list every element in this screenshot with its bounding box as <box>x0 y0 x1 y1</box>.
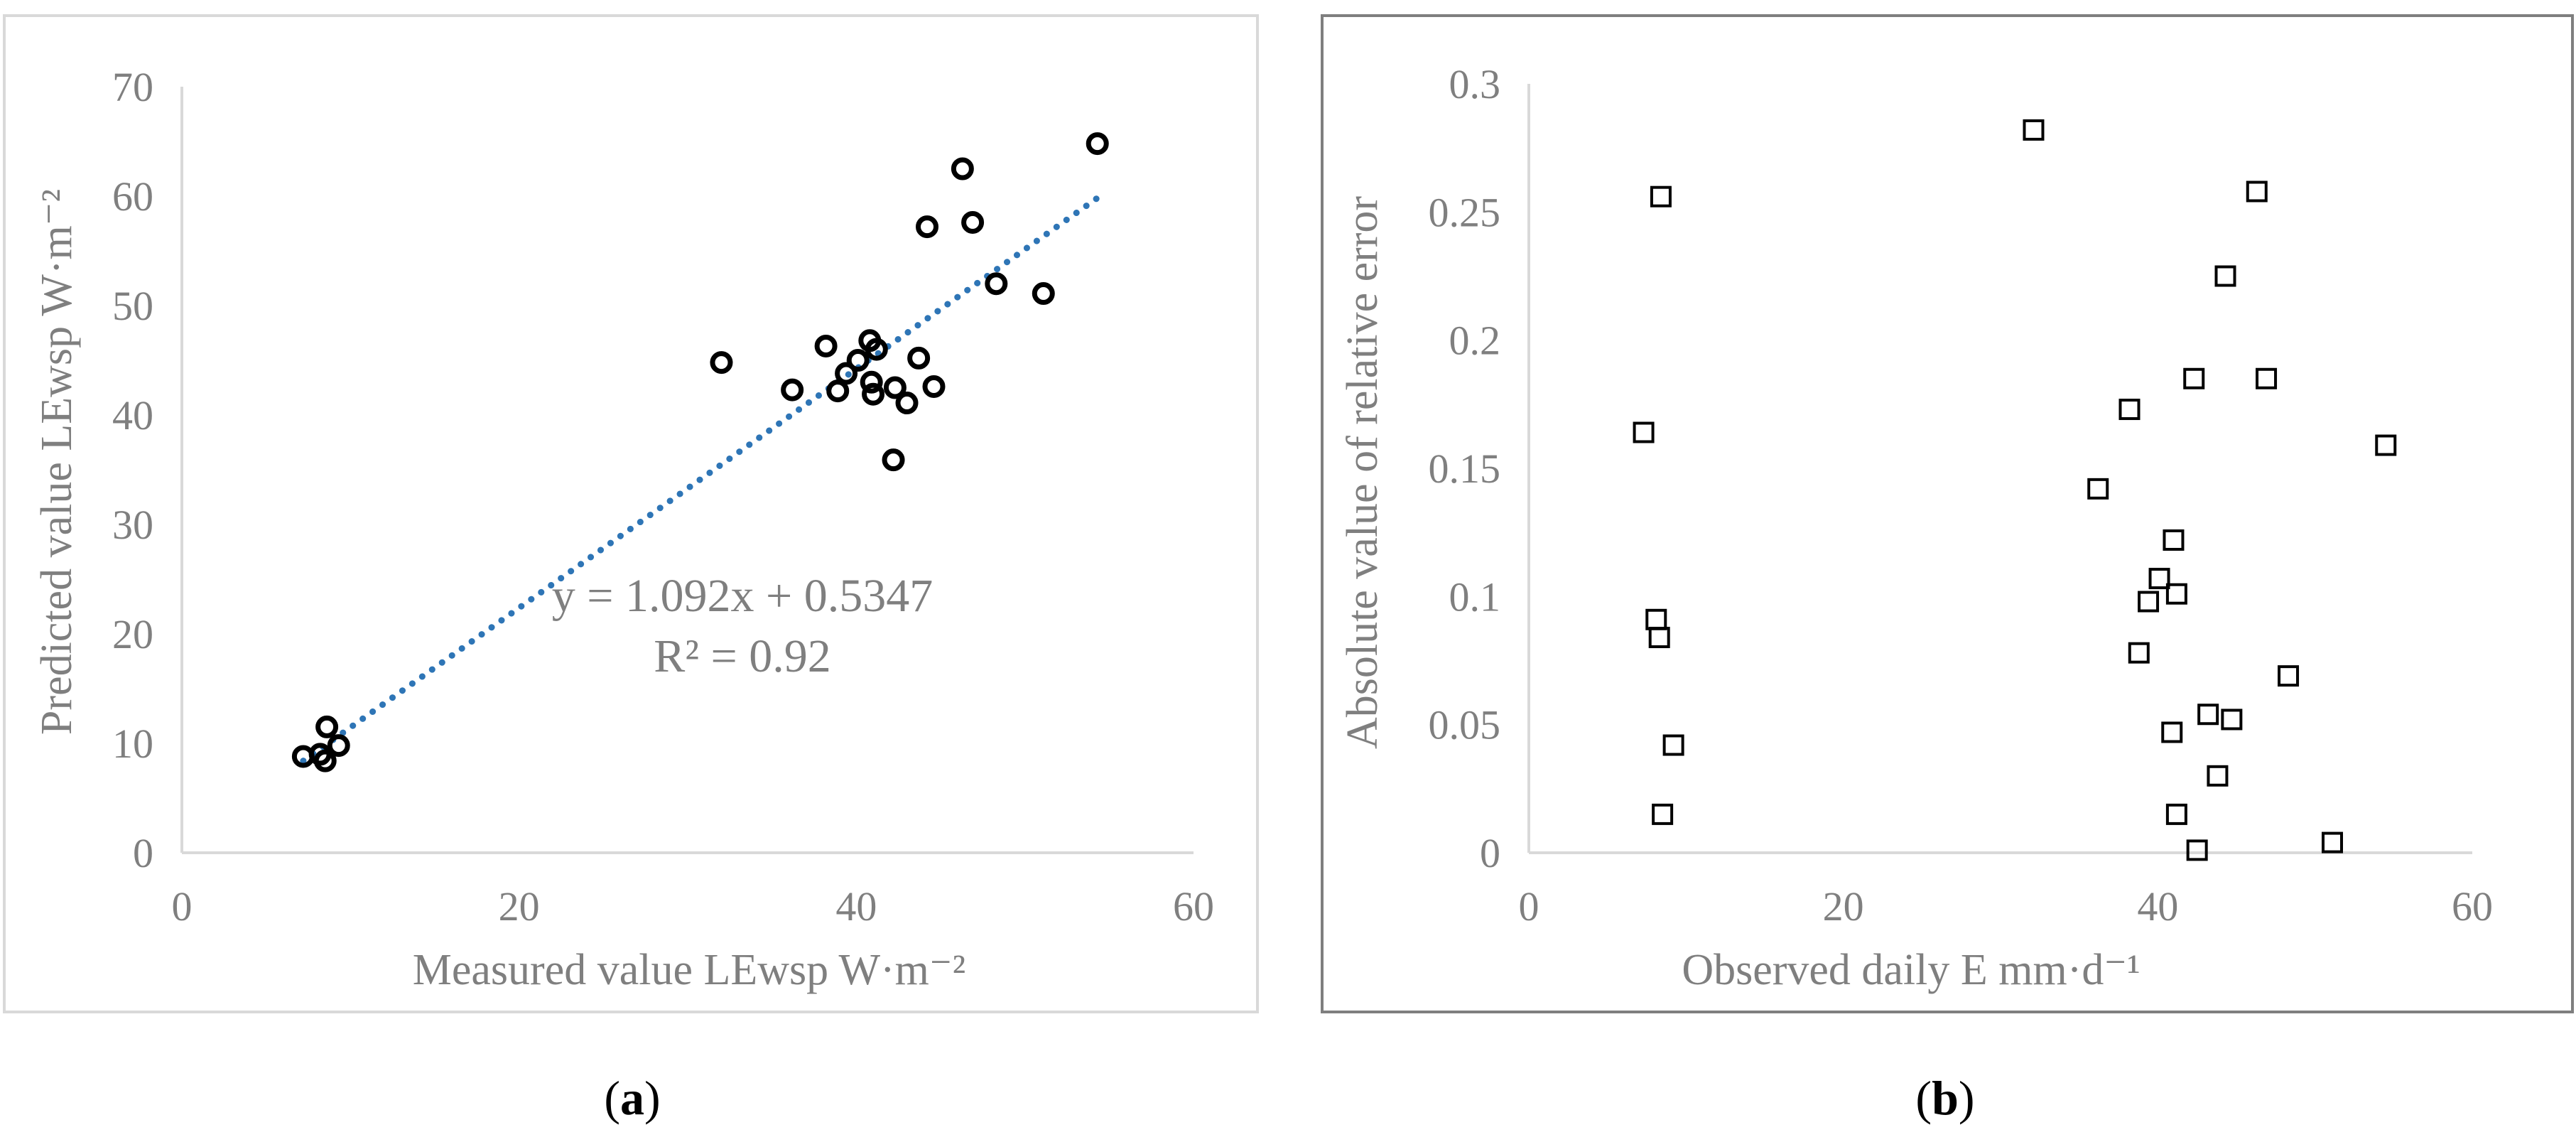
panel-a-data-point <box>846 349 870 372</box>
panel-b-data-point <box>1652 803 1674 825</box>
panel-a-data-point <box>327 734 350 758</box>
panel-b-x-tick-label: 0 <box>1519 883 1539 930</box>
panel-b-data-point <box>1662 734 1684 756</box>
panel-a-trendline <box>300 192 1104 765</box>
panel-a-data-point <box>835 362 858 385</box>
panel-b-data-point <box>2183 367 2205 389</box>
panel-b-x-axis-label: Observed daily E mm·d⁻¹ <box>1682 946 2140 994</box>
panel-a-data-point <box>916 215 939 239</box>
panel-a-y-tick-label: 0 <box>133 830 153 876</box>
panel-b-y-tick-label: 0.1 <box>1449 573 1501 620</box>
panel-a-y-tick-label: 50 <box>112 283 153 329</box>
panel-a-data-point <box>883 376 907 399</box>
panel-b-data-point <box>2186 839 2208 861</box>
panel-a-chart: 0 20 40 60 0 10 20 30 40 50 60 70 Measured value LE… <box>3 14 1259 1013</box>
panel-b-data-point <box>2322 831 2344 853</box>
panel-b-data-point <box>2375 434 2397 456</box>
panel-b-x-tick-label: 60 <box>2452 883 2493 930</box>
panel-a-data-point <box>961 210 985 234</box>
panel-b-data-point <box>2148 568 2170 590</box>
panel-b-y-tick-label: 0.05 <box>1429 702 1501 748</box>
panel-a-trendline-line <box>300 192 1104 765</box>
panel-b-y-tick-label: 0 <box>1480 830 1500 876</box>
panel-a-y-tick-label: 70 <box>112 64 153 110</box>
panel-a-data-point <box>907 346 931 370</box>
panel-a-data-point <box>862 382 885 406</box>
panel-a-y-tick-label: 60 <box>112 173 153 220</box>
panel-a-data-point <box>882 448 905 472</box>
panel-b-data-point <box>2278 665 2300 687</box>
panel-b-data-point <box>2165 583 2187 605</box>
panel-a-border <box>3 14 1259 1013</box>
panel-a-data-point <box>781 378 804 402</box>
panel-a-y-tick-label: 40 <box>112 392 153 438</box>
panel-b-y-tick-label: 0.15 <box>1429 446 1501 492</box>
panel-a-data-point <box>1086 132 1109 156</box>
panel-a-data-point <box>860 370 883 394</box>
caption-b: (b) <box>1915 1071 1974 1125</box>
panel-b-points <box>1633 119 2397 861</box>
panel-b-axes <box>1527 84 2472 854</box>
caption-a: (a) <box>604 1071 660 1125</box>
panel-a-data-point <box>922 375 946 398</box>
panel-b-data-point <box>2163 529 2185 551</box>
panel-b-y-tick-label: 0.25 <box>1429 189 1501 235</box>
panel-a-y-tick-label: 10 <box>112 721 153 767</box>
panel-a-data-point <box>1032 282 1055 306</box>
panel-a-x-axis-label: Measured value LEwsp W·m⁻² <box>413 946 965 994</box>
panel-b-chart: 0 20 40 60 0 0.05 0.1 0.15 0.2 0.25 0.3 Observed d… <box>1321 14 2574 1013</box>
panel-a-equation: y = 1.092x + 0.5347 <box>552 570 933 622</box>
panel-a-r-squared: R² = 0.92 <box>654 630 831 682</box>
panel-a-y-axis-label: Predicted value LEwsp W·m⁻² <box>33 189 81 735</box>
panel-a-data-point <box>895 392 919 415</box>
panel-a-axes <box>180 87 1194 854</box>
panel-b-data-point <box>2197 704 2219 726</box>
panel-a-y-tick-label: 20 <box>112 611 153 657</box>
panel-b-data-point <box>1633 421 1655 443</box>
panel-b-data-point <box>1650 185 1672 208</box>
panel-a-data-point <box>985 272 1008 296</box>
panel-b-data-point <box>2128 642 2150 664</box>
panel-b-data-point <box>2087 478 2109 500</box>
panel-b-y-axis-label: Absolute value of relative error <box>1338 196 1387 749</box>
panel-b-border <box>1321 14 2574 1013</box>
panel-b-data-point <box>2118 399 2141 421</box>
caption-a-letter: a <box>620 1071 644 1125</box>
panel-a-x-tick-label: 20 <box>499 883 540 930</box>
panel-b-data-point <box>2246 181 2268 203</box>
panel-a-points <box>291 132 1109 772</box>
panel-a-data-point <box>826 379 850 403</box>
panel-b-data-point <box>2256 367 2278 389</box>
panel-a-data-point <box>710 351 733 375</box>
panel-b-data-point <box>1648 627 1670 649</box>
panel-a-x-tick-label: 60 <box>1173 883 1214 930</box>
panel-b-y-tick-label: 0.2 <box>1449 318 1501 364</box>
panel-a-x-tick-label: 0 <box>172 883 193 930</box>
panel-a-data-point <box>951 157 974 181</box>
panel-b-data-point <box>2161 721 2183 743</box>
panel-a-data-point <box>315 715 339 738</box>
panel-a-tick-labels: 0 20 40 60 0 10 20 30 40 50 60 70 <box>112 64 1214 930</box>
panel-b-tick-labels: 0 20 40 60 0 0.05 0.1 0.15 0.2 0.25 0.3 <box>1429 61 2494 930</box>
panel-b-data-point <box>2165 803 2187 825</box>
panel-b-data-point <box>2221 709 2243 731</box>
panel-b-y-tick-label: 0.3 <box>1449 61 1501 107</box>
panel-b-data-point <box>2138 591 2160 613</box>
panel-b-data-point <box>2023 119 2045 141</box>
panel-a-x-tick-label: 40 <box>835 883 877 930</box>
panel-b-data-point <box>2207 765 2229 787</box>
panel-b-x-tick-label: 40 <box>2137 883 2178 930</box>
panel-a-data-point <box>865 338 888 361</box>
panel-a-data-point <box>313 749 337 772</box>
panel-a-y-tick-label: 30 <box>112 502 153 548</box>
panel-b-data-point <box>2214 265 2236 287</box>
panel-b-x-tick-label: 20 <box>1823 883 1864 930</box>
panel-a-data-point <box>814 334 838 357</box>
caption-b-letter: b <box>1932 1071 1959 1125</box>
